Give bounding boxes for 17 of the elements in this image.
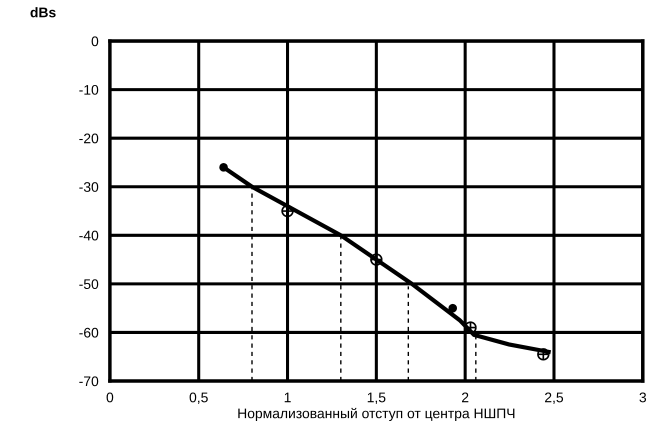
x-tick-label: 2,5 <box>545 392 564 404</box>
x-axis-title: Нормализованный отступ от центра НШПЧ <box>238 408 514 422</box>
y-tick-label: -30 <box>79 182 98 192</box>
x-tick-label: 1 <box>284 392 291 402</box>
y-axis-title: dBs <box>30 7 56 18</box>
y-tick-label: -40 <box>79 230 98 240</box>
y-tick-label: 0 <box>92 36 98 46</box>
x-tick-label: 3 <box>639 392 646 402</box>
y-tick-label: -20 <box>79 134 98 144</box>
x-tick-label: 2 <box>462 392 468 402</box>
y-tick-label: -10 <box>79 84 98 95</box>
y-tick-label: -60 <box>79 328 98 338</box>
x-tick-label: 0 <box>106 392 114 402</box>
y-tick-label: -50 <box>79 279 98 290</box>
y-tick-label: -70 <box>79 376 98 386</box>
x-tick-label: 0,5 <box>190 392 208 404</box>
x-tick-label: 1,5 <box>368 392 386 404</box>
